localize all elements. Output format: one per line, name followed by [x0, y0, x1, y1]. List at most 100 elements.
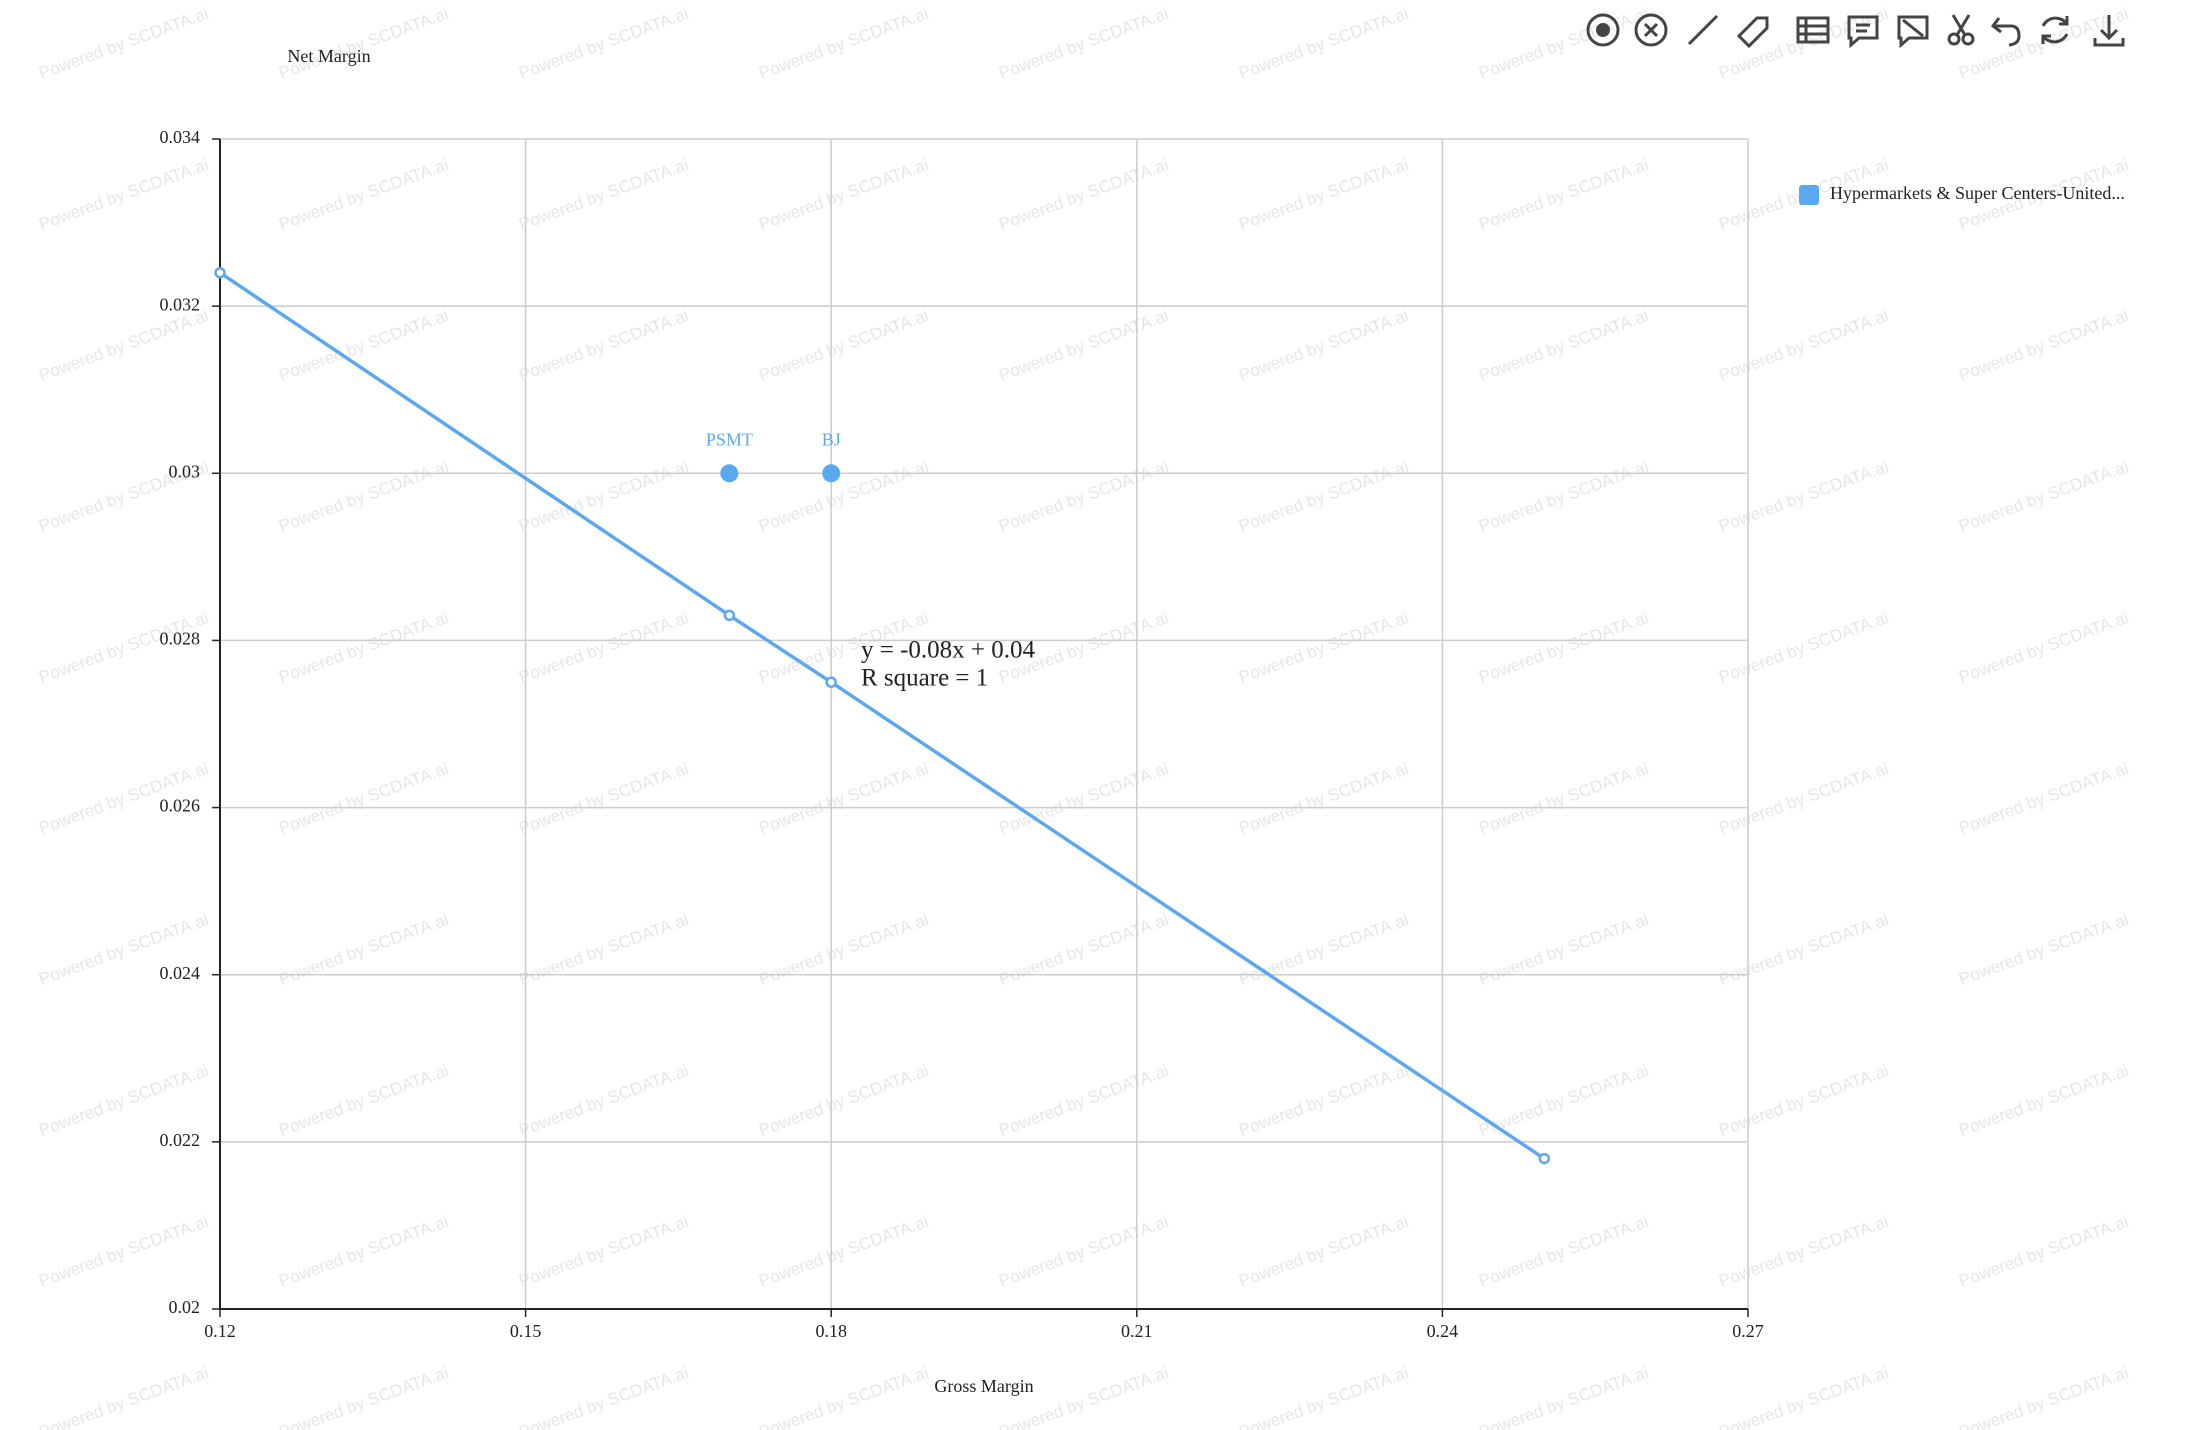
- watermark: Powered by SCDATA.ai: [516, 155, 691, 234]
- watermark: Powered by SCDATA.ai: [276, 1061, 451, 1140]
- watermark: Powered by SCDATA.ai: [516, 608, 691, 687]
- watermark: Powered by SCDATA.ai: [1476, 910, 1651, 989]
- watermark: Powered by SCDATA.ai: [1956, 1061, 2131, 1140]
- watermark: Powered by SCDATA.ai: [1956, 910, 2131, 989]
- x-tick-label: 0.15: [510, 1321, 542, 1341]
- watermark: Powered by SCDATA.ai: [1476, 155, 1651, 234]
- watermark: Powered by SCDATA.ai: [1716, 759, 1891, 838]
- watermark: Powered by SCDATA.ai: [996, 4, 1171, 83]
- watermark: Powered by SCDATA.ai: [1236, 4, 1411, 83]
- tool-button[interactable]: [1634, 13, 1668, 47]
- watermark: Powered by SCDATA.ai: [1236, 306, 1411, 385]
- annotation: R square = 1: [861, 665, 988, 692]
- watermark: Powered by SCDATA.ai: [1236, 1363, 1411, 1430]
- watermark: Powered by SCDATA.ai: [756, 155, 931, 234]
- trend-vertex: [214, 266, 226, 279]
- watermark: Powered by SCDATA.ai: [1956, 457, 2131, 536]
- watermark: Powered by SCDATA.ai: [1476, 1363, 1651, 1430]
- watermark: Powered by SCDATA.ai: [516, 1061, 691, 1140]
- tool-button[interactable]: [2041, 16, 2069, 44]
- trend-vertex: [1538, 1152, 1551, 1165]
- watermark: Powered by SCDATA.ai: [276, 910, 451, 989]
- watermark: Powered by SCDATA.ai: [756, 457, 931, 536]
- watermark: Powered by SCDATA.ai: [1716, 1363, 1891, 1430]
- tool-button[interactable]: [2093, 15, 2125, 47]
- legend-label: Hypermarkets & Super Centers-United...: [1830, 183, 2125, 203]
- tool-button[interactable]: [1687, 14, 1719, 46]
- watermark: Powered by SCDATA.ai: [276, 1212, 451, 1291]
- trend-vertex: [825, 676, 837, 688]
- tool-button[interactable]: [1796, 16, 1830, 44]
- tool-button[interactable]: [1586, 13, 1620, 47]
- watermark: Powered by SCDATA.ai: [1236, 1061, 1411, 1140]
- watermark: Powered by SCDATA.ai: [1476, 1212, 1651, 1291]
- watermark: Powered by SCDATA.ai: [996, 1212, 1171, 1291]
- watermark: Powered by SCDATA.ai: [36, 155, 211, 234]
- watermark: Powered by SCDATA.ai: [1236, 155, 1411, 234]
- watermark: Powered by SCDATA.ai: [1476, 608, 1651, 687]
- watermark: Powered by SCDATA.ai: [1956, 306, 2131, 385]
- y-tick-label: 0.032: [160, 294, 201, 314]
- trend-vertex: [723, 609, 736, 622]
- y-tick-label: 0.028: [160, 629, 201, 649]
- watermark: Powered by SCDATA.ai: [276, 306, 451, 385]
- watermark: Powered by SCDATA.ai: [276, 1363, 451, 1430]
- watermark: Powered by SCDATA.ai: [1476, 759, 1651, 838]
- watermark: Powered by SCDATA.ai: [756, 1212, 931, 1291]
- tool-button[interactable]: [1990, 17, 2021, 47]
- x-tick-label: 0.18: [815, 1321, 847, 1341]
- watermark: Powered by SCDATA.ai: [1236, 759, 1411, 838]
- watermark: Powered by SCDATA.ai: [516, 1212, 691, 1291]
- watermark: Powered by SCDATA.ai: [276, 759, 451, 838]
- watermark: Powered by SCDATA.ai: [36, 306, 211, 385]
- watermark: Powered by SCDATA.ai: [756, 306, 931, 385]
- toolbar: [1586, 13, 2125, 49]
- watermark: Powered by SCDATA.ai: [996, 910, 1171, 989]
- tool-button[interactable]: [1947, 14, 1975, 46]
- x-tick-label: 0.21: [1121, 1321, 1153, 1341]
- watermark: Powered by SCDATA.ai: [756, 910, 931, 989]
- watermark: Powered by SCDATA.ai: [756, 1363, 931, 1430]
- watermark: Powered by SCDATA.ai: [1476, 4, 1651, 83]
- watermark: Powered by SCDATA.ai: [1476, 457, 1651, 536]
- watermark: Powered by SCDATA.ai: [996, 759, 1171, 838]
- watermark: Powered by SCDATA.ai: [756, 1061, 931, 1140]
- watermark: Powered by SCDATA.ai: [756, 759, 931, 838]
- watermark: Powered by SCDATA.ai: [1236, 457, 1411, 536]
- tool-button[interactable]: [1847, 15, 1879, 49]
- point: [720, 464, 739, 483]
- watermark: Powered by SCDATA.ai: [516, 910, 691, 989]
- watermark: Powered by SCDATA.ai: [1716, 457, 1891, 536]
- plot: 0.02 0.022 0.024 0.026 0.028 0.03 0.032 0.034 0.…: [160, 46, 2125, 1396]
- point-label: PSMT: [706, 429, 753, 449]
- watermark: Powered by SCDATA.ai: [1716, 306, 1891, 385]
- y-axis-title: Net Margin: [287, 46, 370, 66]
- watermark: Powered by SCDATA.ai: [276, 457, 451, 536]
- watermark: Powered by SCDATA.ai: [1716, 1212, 1891, 1291]
- watermark: Powered by SCDATA.ai: [516, 1363, 691, 1430]
- tool-button[interactable]: [1736, 16, 1769, 49]
- y-tick-label: 0.022: [160, 1130, 201, 1150]
- watermark: Powered by SCDATA.ai: [996, 155, 1171, 234]
- watermark: Powered by SCDATA.ai: [276, 608, 451, 687]
- y-tick-label: 0.02: [169, 1297, 201, 1317]
- watermark: Powered by SCDATA.ai: [1476, 306, 1651, 385]
- x-tick-label: 0.27: [1732, 1321, 1764, 1341]
- watermark: Powered by SCDATA.ai: [1956, 759, 2131, 838]
- watermark: Powered by SCDATA.ai: [1956, 608, 2131, 687]
- watermark: Powered by SCDATA.ai: [996, 1363, 1171, 1430]
- watermark: Powered by SCDATA.ai: [1716, 608, 1891, 687]
- tool-button[interactable]: [1897, 15, 1929, 49]
- watermarks: Powered by SCDATA.ai Powered by SCDATA.ai…: [36, 4, 2198, 1430]
- watermark: Powered by SCDATA.ai: [516, 4, 691, 83]
- watermark: Powered by SCDATA.ai: [1236, 608, 1411, 687]
- legend-swatch: [1799, 185, 1819, 205]
- watermark: Powered by SCDATA.ai: [36, 1212, 211, 1291]
- x-tick-label: 0.24: [1427, 1321, 1459, 1341]
- y-tick-label: 0.03: [169, 461, 201, 481]
- watermark: Powered by SCDATA.ai: [36, 4, 211, 83]
- watermark: Powered by SCDATA.ai: [996, 1061, 1171, 1140]
- watermark: Powered by SCDATA.ai: [1956, 1363, 2131, 1430]
